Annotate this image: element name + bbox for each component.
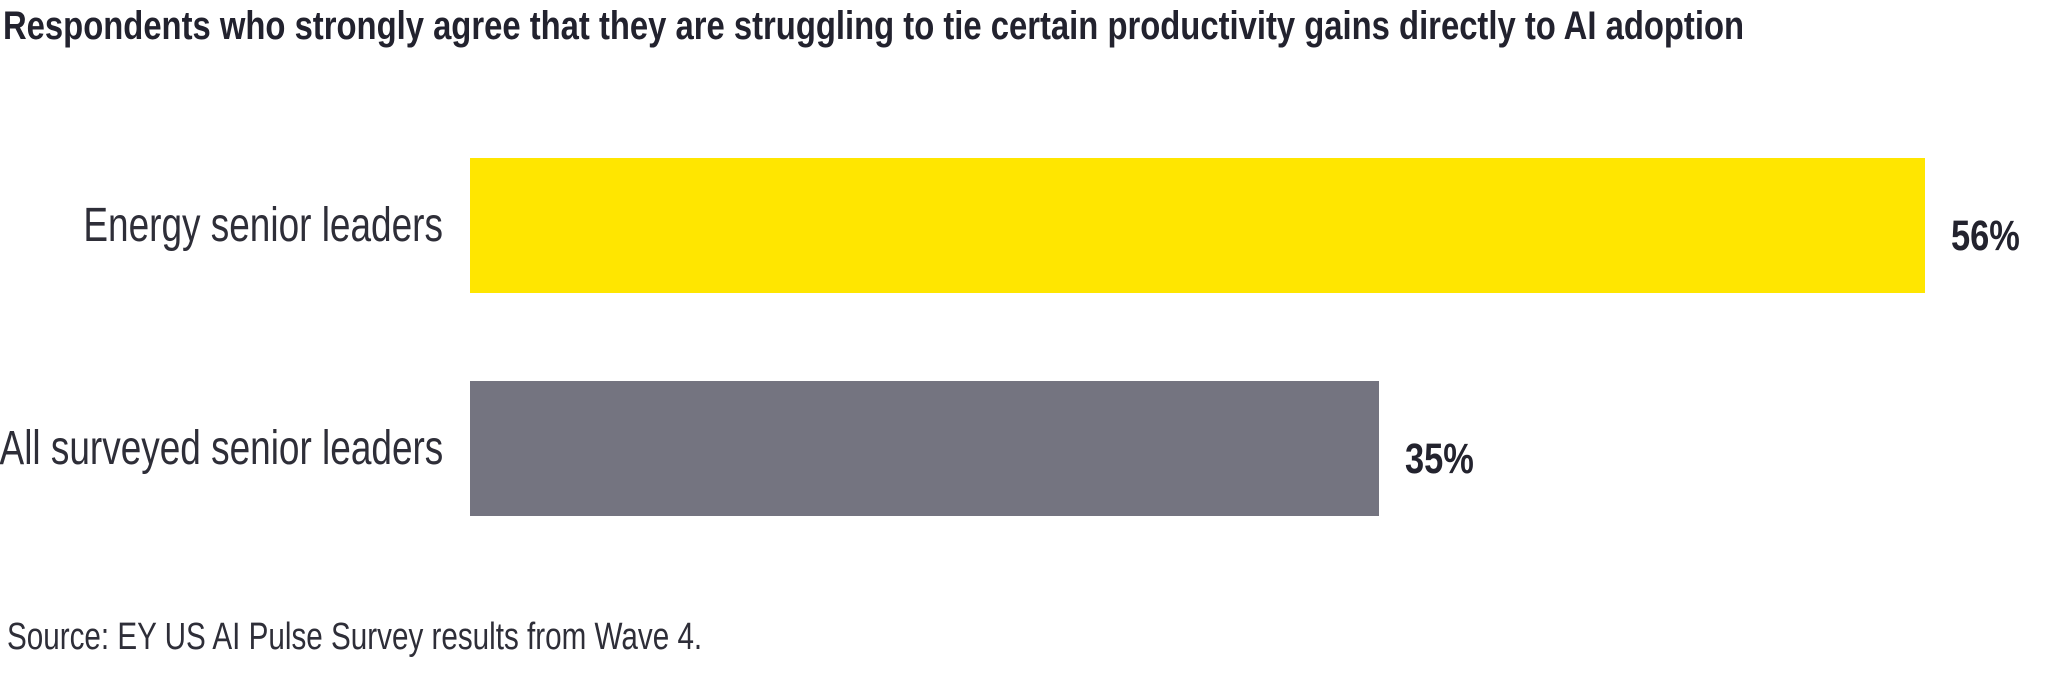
bar-row-all-leaders: All surveyed senior leaders 35% [0, 381, 2048, 516]
value-label-energy: 56% [1951, 158, 2037, 293]
bar-energy-senior-leaders [470, 158, 1925, 293]
value-label-all-leaders: 35% [1405, 381, 1491, 516]
category-label-energy-senior-leaders: Energy senior leaders [0, 158, 443, 293]
value-label-text: 35% [1405, 435, 1475, 483]
category-label-text: All surveyed senior leaders [0, 422, 443, 475]
bar-all-surveyed-senior-leaders [470, 381, 1380, 516]
bar-row-energy: Energy senior leaders 56% [0, 158, 2048, 293]
chart-title: Respondents who strongly agree that they… [3, 4, 1745, 48]
category-label-text: Energy senior leaders [83, 199, 443, 252]
source-note-text: Source: EY US AI Pulse Survey results fr… [7, 615, 703, 658]
value-label-text: 56% [1951, 212, 2020, 260]
category-label-all-surveyed-senior-leaders: All surveyed senior leaders [0, 381, 443, 516]
source-note: Source: EY US AI Pulse Survey results fr… [7, 612, 898, 662]
